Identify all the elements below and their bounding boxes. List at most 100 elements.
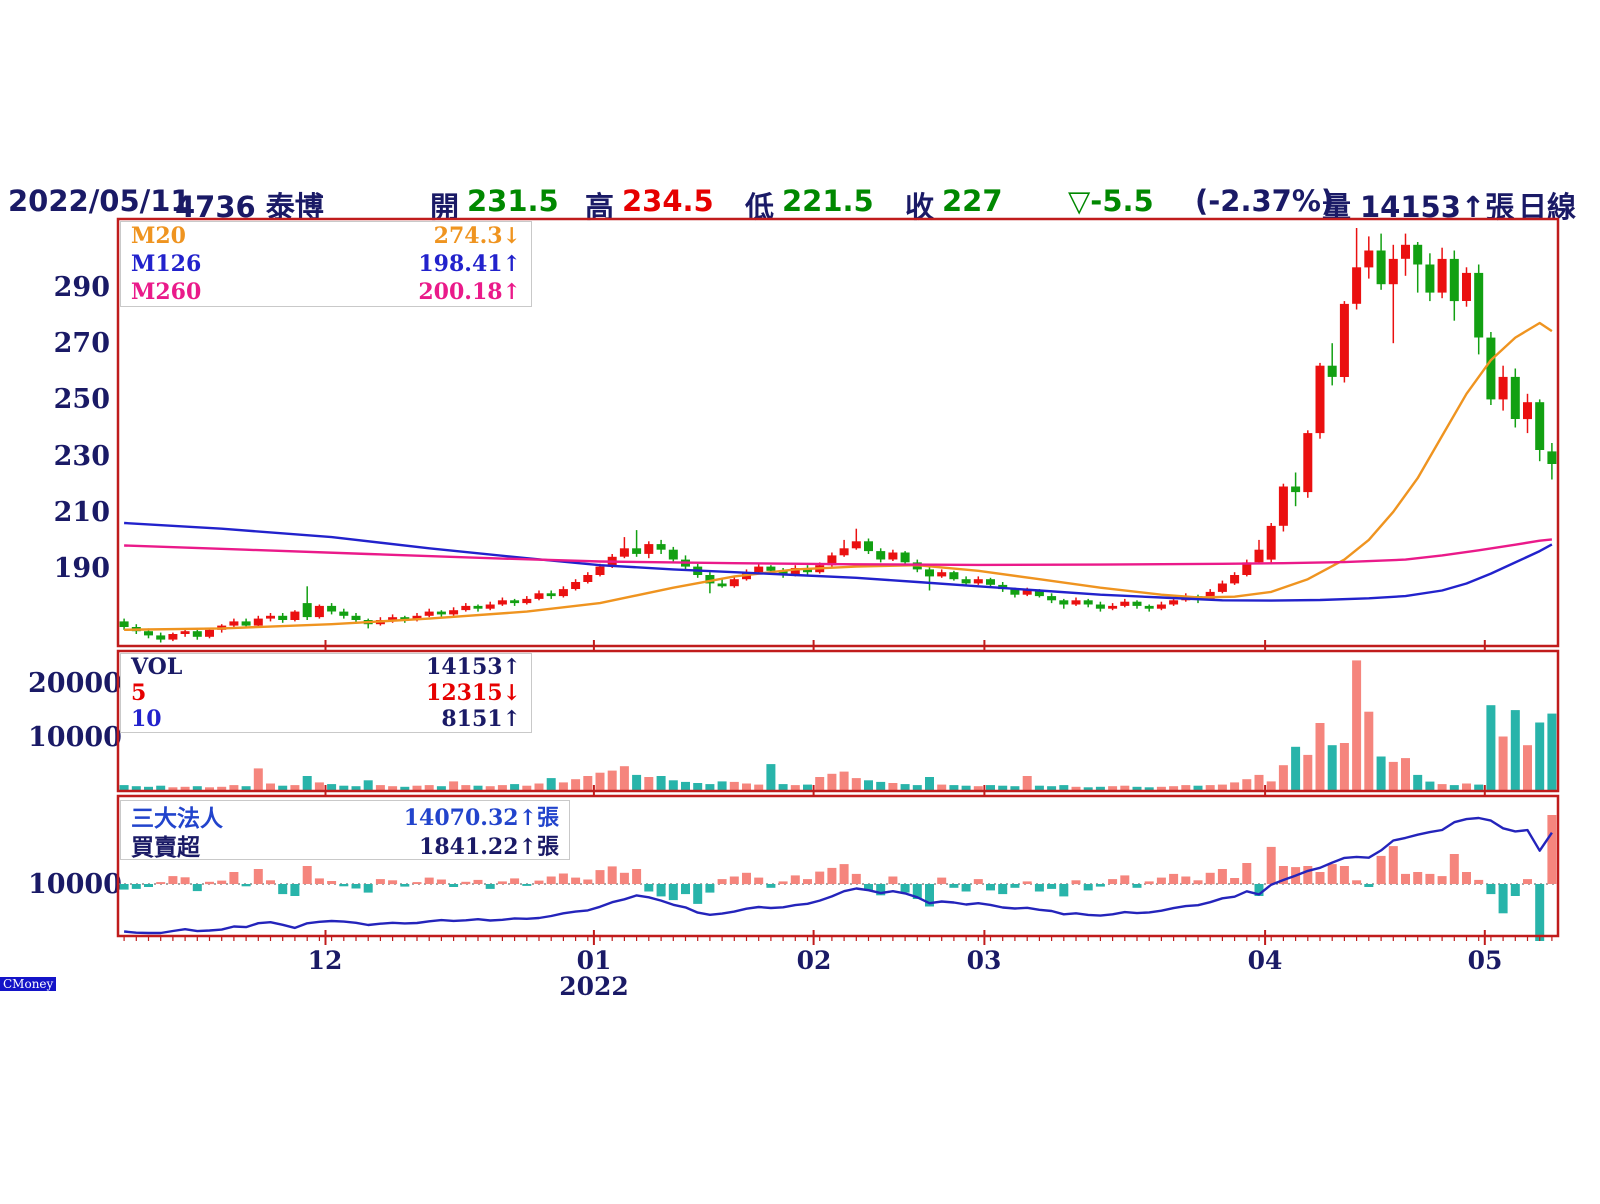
volume-bar (790, 785, 800, 790)
inst-bar (253, 869, 263, 884)
inst-bar (314, 878, 324, 884)
vol5-value: 12315↓ (426, 680, 521, 706)
volume-bar (1413, 774, 1423, 790)
inst-bar (1217, 869, 1227, 884)
volume-bar (1535, 722, 1545, 790)
volume-bar (156, 785, 166, 790)
candle-body (888, 552, 898, 560)
inst-bar (473, 879, 483, 884)
inst-bar (1535, 884, 1545, 941)
inst-bar (1303, 866, 1313, 884)
inst-bar (644, 884, 654, 892)
inst-bar (949, 884, 959, 888)
volume-bar (1291, 746, 1301, 790)
inst-bar (973, 879, 983, 884)
inst-bar (327, 881, 337, 884)
candle-body (778, 570, 788, 575)
inst-bar (632, 869, 642, 884)
m126-value: 198.41↑ (418, 251, 521, 277)
volume-bar (461, 785, 471, 790)
inst-bar (1242, 863, 1252, 884)
candle-body (412, 615, 422, 620)
candle-body (1230, 575, 1240, 584)
volume-bar (449, 781, 459, 790)
candle-body (961, 579, 971, 584)
volume-bar (558, 782, 568, 790)
volume-legend: VOL 14153↑ 5 12315↓ 10 8151↑ (120, 653, 532, 733)
inst-bar (363, 884, 373, 893)
volume-bar (497, 785, 507, 790)
candle-body (302, 603, 312, 618)
candle-body (314, 605, 324, 618)
candle-body (705, 575, 715, 584)
candle-body (497, 600, 507, 605)
inst-bar (888, 876, 898, 884)
volume-bar (1523, 745, 1532, 790)
candle-body (973, 579, 983, 584)
candle-body (619, 548, 629, 557)
candle-body (754, 566, 764, 573)
volume-bar (1205, 785, 1215, 790)
volume-bar (1547, 713, 1557, 790)
inst-bar (436, 879, 446, 884)
inst-bar (485, 884, 495, 889)
volume-bar (1339, 743, 1349, 790)
volume-bar (888, 783, 898, 790)
open-value: 231.5 (467, 184, 559, 218)
volume-bar (253, 768, 263, 790)
candle-body (790, 568, 800, 575)
m20-value: 274.3↓ (433, 223, 521, 249)
volume-bar (961, 785, 971, 790)
month-label-02: 02 (796, 946, 832, 975)
candle-body (473, 605, 483, 609)
legend-row-m126: M126 198.41↑ (121, 250, 531, 278)
inst-bar (1181, 876, 1191, 884)
m260-line (124, 538, 1553, 567)
inst-bar (790, 875, 800, 884)
inst-bar (1413, 872, 1423, 884)
change-value: ▽-5.5 (1068, 184, 1154, 218)
vol10-label: 10 (131, 706, 162, 732)
volume-bar (1193, 785, 1203, 790)
candle-body (583, 575, 593, 582)
candle-body (827, 555, 837, 566)
volume-bar (1486, 705, 1496, 790)
candle-body (424, 611, 434, 616)
quote-date: 2022/05/11 (8, 184, 191, 218)
ma-legend: M20 274.3↓ M126 198.41↑ M260 200.18↑ (120, 221, 532, 307)
inst-bar (912, 884, 922, 899)
inst-bar (156, 882, 166, 884)
candle-body (1278, 486, 1288, 526)
candle-body (449, 610, 459, 615)
candle-body (558, 589, 568, 597)
candle-body (290, 611, 300, 620)
volume-bar (839, 771, 849, 790)
inst-bar (461, 881, 471, 885)
inst-bar (180, 877, 190, 885)
inst-bar (241, 884, 251, 887)
candle-body (278, 615, 288, 620)
inst-bar (278, 884, 288, 895)
candle-body (1266, 525, 1276, 560)
candle-body (1547, 451, 1557, 464)
m126-label: M126 (131, 251, 202, 277)
inst-bar (400, 884, 410, 887)
volume-bar (937, 784, 947, 790)
candle-body (1413, 244, 1423, 265)
cmoney-logo[interactable]: CMoney (0, 977, 57, 991)
inst-bar (144, 884, 153, 887)
candle-body (1486, 337, 1496, 400)
candle-body (461, 605, 471, 611)
volume-bar (827, 773, 837, 790)
candle-body (937, 572, 947, 577)
candle-body (717, 583, 727, 587)
inst-bar (1425, 873, 1435, 884)
volume-bar (986, 785, 995, 790)
panel-border-0 (116, 217, 1560, 648)
inst-bar (742, 872, 751, 885)
volume-bar (912, 785, 922, 790)
inst-bar (266, 880, 275, 885)
candle-body (1120, 601, 1130, 606)
